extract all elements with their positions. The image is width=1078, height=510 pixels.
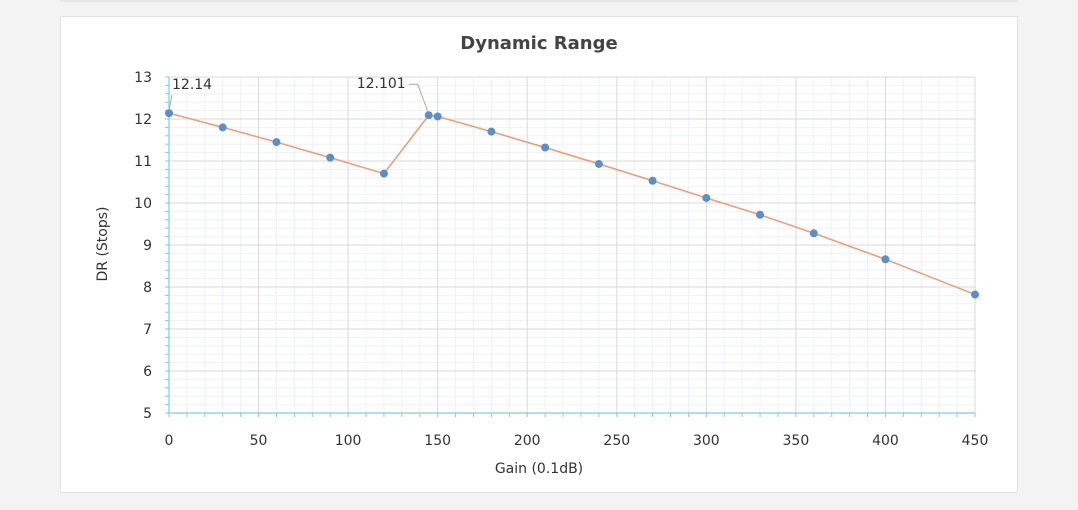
x-tick-label: 300 bbox=[693, 433, 720, 449]
annotation-leader bbox=[168, 95, 173, 111]
chart-title: Dynamic Range bbox=[460, 33, 617, 54]
x-tick-label: 150 bbox=[424, 433, 451, 449]
x-tick-label: 450 bbox=[962, 433, 989, 449]
y-tick-label: 6 bbox=[143, 364, 152, 380]
top-band bbox=[60, 0, 1018, 2]
y-tick-label: 10 bbox=[134, 196, 152, 212]
y-tick-label: 9 bbox=[143, 238, 152, 254]
data-point bbox=[594, 159, 603, 168]
data-point bbox=[756, 210, 765, 219]
data-label: 12.14 bbox=[172, 77, 212, 93]
y-tick-label: 8 bbox=[143, 280, 152, 296]
data-point bbox=[424, 111, 433, 120]
data-point bbox=[272, 138, 281, 147]
annotation-leader bbox=[408, 83, 429, 112]
x-axis-title: Gain (0.1dB) bbox=[495, 461, 583, 477]
data-point bbox=[971, 290, 979, 299]
data-point bbox=[541, 143, 550, 152]
data-point bbox=[433, 112, 442, 121]
x-tick-label: 350 bbox=[783, 433, 810, 449]
y-tick-label: 7 bbox=[143, 322, 152, 338]
series-dr bbox=[165, 109, 979, 299]
data-point bbox=[165, 109, 173, 118]
data-point bbox=[487, 127, 496, 136]
y-tick-label: 13 bbox=[134, 70, 152, 86]
x-tick-label: 0 bbox=[165, 433, 174, 449]
series-line bbox=[168, 112, 976, 296]
data-point bbox=[218, 123, 227, 132]
x-tick-label: 200 bbox=[514, 433, 541, 449]
x-tick-label: 400 bbox=[872, 433, 899, 449]
y-tick-label: 11 bbox=[134, 154, 152, 170]
x-tick-label: 100 bbox=[335, 433, 362, 449]
data-point bbox=[326, 153, 335, 162]
x-tick-label: 250 bbox=[603, 433, 630, 449]
data-annotations: 12.14 12.101 bbox=[168, 76, 429, 112]
y-tick-label: 12 bbox=[134, 112, 152, 128]
data-point bbox=[809, 229, 818, 238]
y-tick-label: 5 bbox=[143, 406, 152, 422]
data-label: 12.101 bbox=[357, 76, 406, 92]
data-point bbox=[702, 193, 711, 202]
data-point bbox=[881, 255, 890, 264]
x-tick-label: 50 bbox=[250, 433, 268, 449]
data-point bbox=[648, 176, 657, 185]
data-point bbox=[379, 169, 388, 178]
y-axis-title: DR (Stops) bbox=[95, 206, 111, 281]
axes bbox=[165, 76, 976, 417]
y-tick-labels: 5 6 7 8 9 10 11 12 13 bbox=[134, 70, 152, 422]
x-tick-labels: 0 50 100 150 200 250 300 350 400 450 bbox=[165, 433, 989, 449]
